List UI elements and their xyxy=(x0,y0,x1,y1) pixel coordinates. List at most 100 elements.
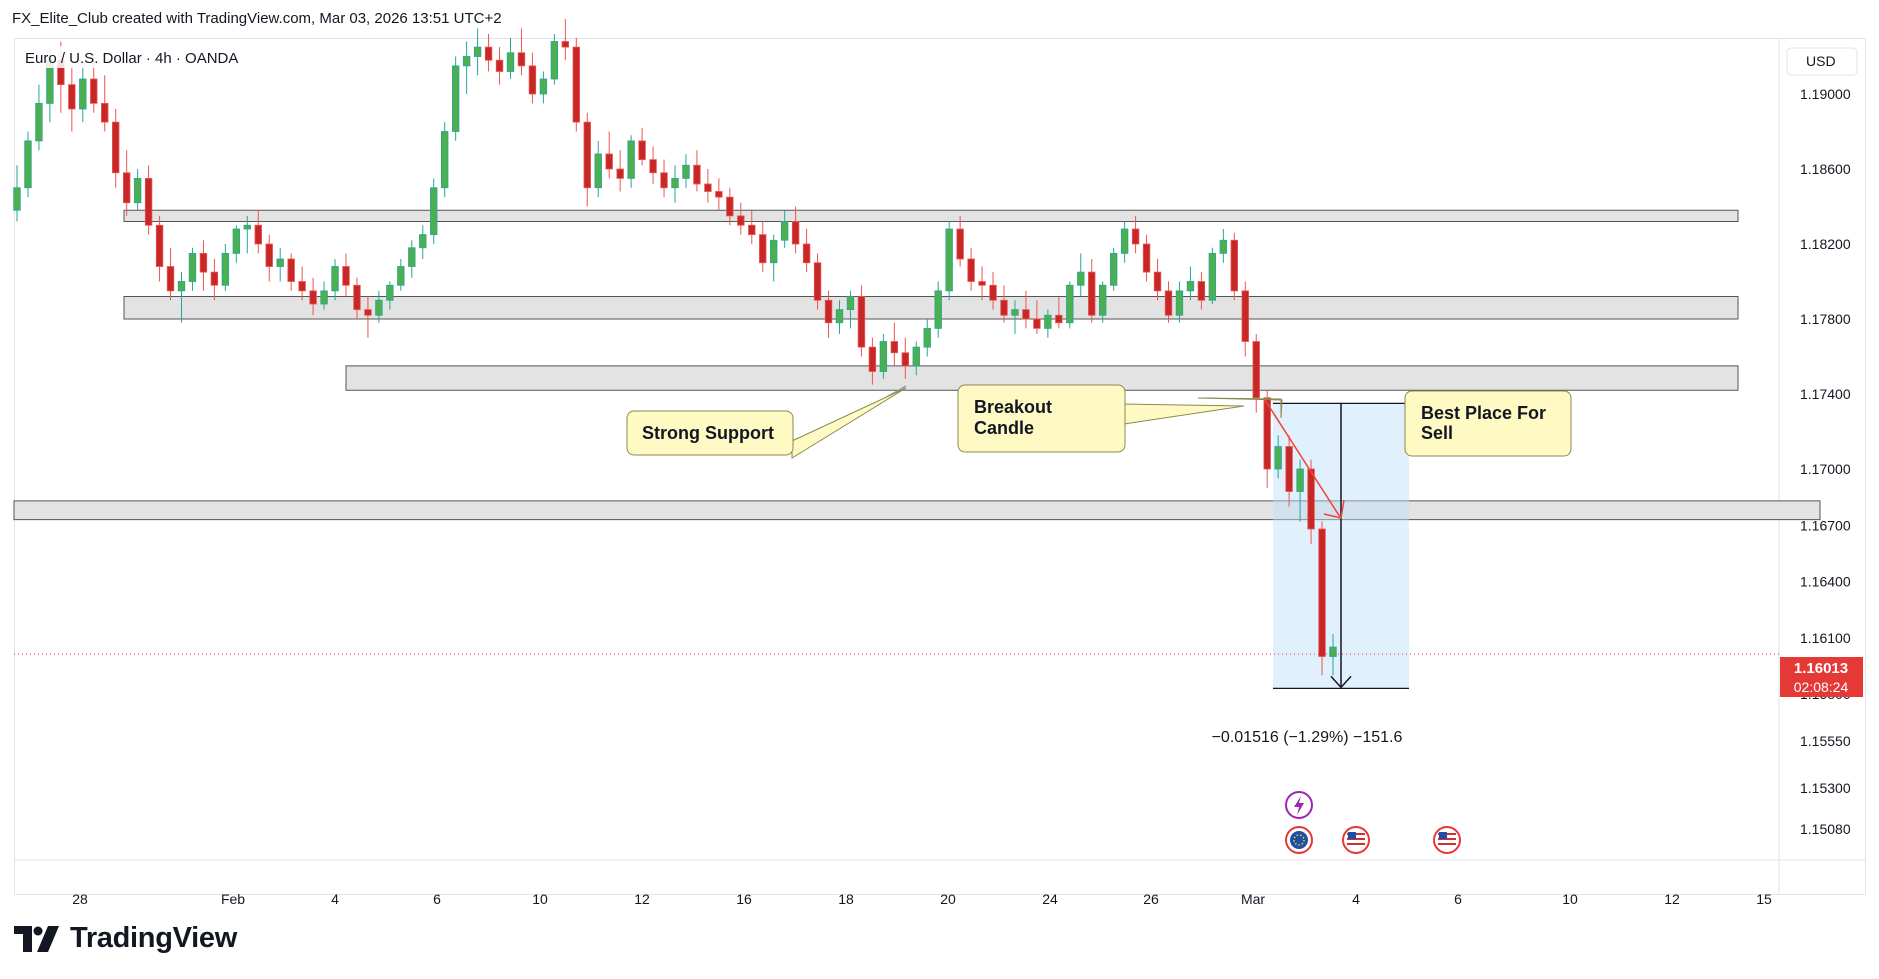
candle-body xyxy=(583,121,591,189)
candle-body xyxy=(857,296,866,348)
candle-body xyxy=(1307,468,1315,530)
candle-body xyxy=(24,140,32,189)
measure-layer xyxy=(1273,402,1409,689)
x-tick-label: 18 xyxy=(838,891,854,907)
x-tick-label: 10 xyxy=(532,891,548,907)
candle-body xyxy=(221,252,230,286)
measure-text: −0.01516 (−1.29%) −151.6 xyxy=(1212,729,1403,746)
candle-body xyxy=(90,78,98,104)
candle-body xyxy=(1329,646,1337,657)
y-tick-label: 1.15550 xyxy=(1800,733,1851,749)
measure-arrow-head xyxy=(1330,675,1352,689)
candle-body xyxy=(978,281,986,286)
candle-body xyxy=(1263,397,1271,470)
symbol-label-bg xyxy=(22,46,272,68)
candle-body xyxy=(737,215,745,226)
candle-body xyxy=(934,290,942,329)
candle-body xyxy=(704,183,712,192)
candle-body xyxy=(1164,290,1173,316)
zone-rect xyxy=(13,500,1821,521)
candle-body xyxy=(605,153,613,170)
callout-breakout-box xyxy=(957,384,1126,453)
tradingview-logo-text: TradingView xyxy=(70,922,237,954)
currency-selector[interactable] xyxy=(1786,47,1858,76)
candle-body xyxy=(726,196,734,217)
x-tick-label: 12 xyxy=(1664,891,1680,907)
candle-body xyxy=(451,65,460,132)
candles-layer xyxy=(13,19,1337,676)
candle-body xyxy=(320,290,328,305)
tradingview-logo[interactable]: TradingView xyxy=(14,922,237,955)
candle-body xyxy=(1186,281,1195,292)
chart-frame[interactable] xyxy=(14,38,1866,895)
us-flag-icon-2[interactable] xyxy=(1433,826,1461,854)
candle-body xyxy=(1241,290,1249,342)
y-tick-label: 1.15300 xyxy=(1800,780,1851,796)
candle-body xyxy=(276,258,284,267)
candle-body xyxy=(506,52,515,72)
candle-body xyxy=(1219,239,1228,254)
candle-body xyxy=(1197,281,1206,301)
candle-body xyxy=(1099,284,1107,316)
candle-body xyxy=(430,187,438,236)
candle-body xyxy=(199,252,208,273)
candle-body xyxy=(133,177,142,204)
attribution-header: FX_Elite_Club created with TradingView.c… xyxy=(12,10,502,27)
callout-strong-support-text: Strong Support xyxy=(642,423,774,443)
candle-body xyxy=(441,131,449,189)
callout-best-place[interactable]: Best Place For Sell xyxy=(1197,390,1572,457)
x-tick-label: 24 xyxy=(1042,891,1058,907)
x-tick-label: 4 xyxy=(331,891,339,907)
candle-body xyxy=(1296,468,1304,492)
candle-body xyxy=(923,327,931,348)
candle-body xyxy=(945,228,953,292)
candle-body xyxy=(791,221,800,245)
x-tick-label: Mar xyxy=(1241,891,1265,907)
candle-body xyxy=(232,228,241,254)
candle-body xyxy=(122,172,131,204)
y-tick-label: 1.18600 xyxy=(1800,161,1851,177)
candle-body xyxy=(101,102,109,123)
price-axis[interactable]: 1.19000 1.18600 1.18200 1.17800 1.17400 1.170… xyxy=(1800,86,1851,837)
x-tick-label: 6 xyxy=(1454,891,1462,907)
candle-body xyxy=(594,153,602,189)
zone-rect xyxy=(123,209,1739,222)
x-tick-label: 10 xyxy=(1562,891,1578,907)
time-axis[interactable]: 28 Feb 4 6 10 12 16 18 20 24 26 Mar 4 6 10 12 15 xyxy=(72,891,1772,907)
eu-flag-icon[interactable] xyxy=(1285,826,1313,854)
candle-body xyxy=(561,41,570,48)
candle-body xyxy=(1033,318,1041,329)
y-tick-label: 1.18200 xyxy=(1800,236,1851,252)
callout-strong-support-box xyxy=(626,410,794,456)
candle-body xyxy=(1066,284,1074,324)
y-tick-label: 1.17000 xyxy=(1800,461,1851,477)
candle-body xyxy=(79,78,87,110)
overlays-layer xyxy=(14,399,1779,655)
callout-best-place-line1: Best Place For xyxy=(1421,403,1546,423)
us-flag-icon[interactable] xyxy=(1342,826,1370,854)
event-icon-lightning[interactable] xyxy=(1285,791,1313,819)
candle-body xyxy=(693,164,701,185)
y-tick-label: 1.19000 xyxy=(1800,86,1851,102)
candle-body xyxy=(1077,271,1085,286)
callout-breakout-pointer xyxy=(1123,403,1245,425)
x-tick-label: Feb xyxy=(221,891,245,907)
candle-body xyxy=(364,309,372,316)
symbol-label[interactable]: Euro / U.S. Dollar · 4h · OANDA xyxy=(25,50,238,67)
last-price-tag[interactable]: 1.16013 02:08:24 xyxy=(1780,657,1863,697)
candle-body xyxy=(1274,446,1282,470)
candle-body xyxy=(462,56,471,67)
attribution-text: FX_Elite_Club created with TradingView.c… xyxy=(12,10,502,27)
callout-strong-support[interactable]: Strong Support xyxy=(626,385,907,459)
candle-body xyxy=(715,191,723,198)
callout-strong-support-pointer-fill xyxy=(791,387,907,459)
candle-body xyxy=(1208,252,1217,301)
x-tick-label: 4 xyxy=(1352,891,1360,907)
callout-breakout-candle[interactable]: Breakout Candle xyxy=(957,384,1245,453)
x-tick-label: 28 xyxy=(72,891,88,907)
candle-body xyxy=(627,140,635,179)
y-tick-label: 1.16100 xyxy=(1800,630,1851,646)
y-tick-label: 1.16700 xyxy=(1800,517,1851,533)
candle-body xyxy=(177,281,186,292)
